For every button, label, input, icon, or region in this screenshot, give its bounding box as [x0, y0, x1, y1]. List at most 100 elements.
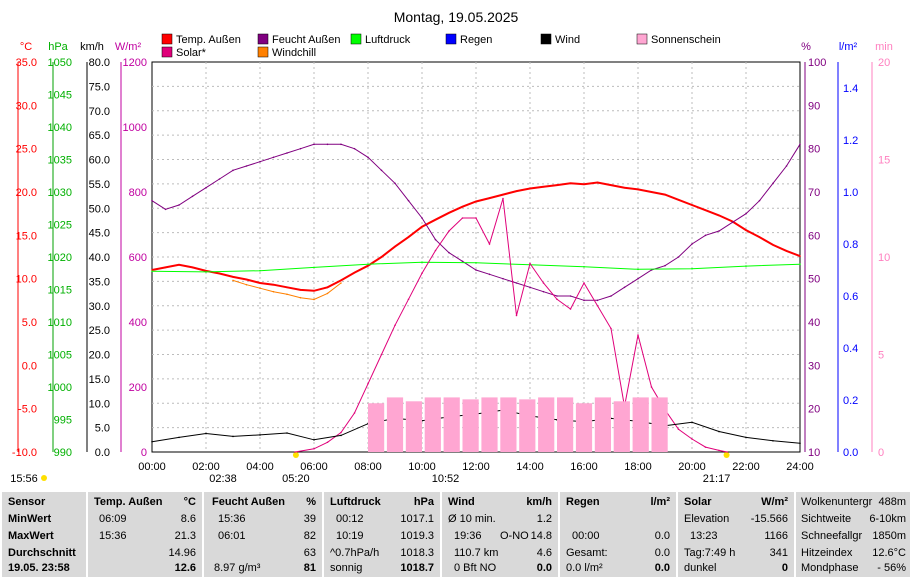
data-point [623, 286, 626, 289]
data-point [488, 243, 491, 245]
data-point [259, 160, 261, 163]
data-point [232, 435, 234, 438]
tick-humidity: 50 [808, 274, 820, 286]
rain-current-value: 0.0 [654, 562, 670, 574]
tick-temp: 25.0 [16, 144, 37, 156]
tick-humidity: 60 [808, 230, 820, 242]
heat-index-label: Hitzeindex [801, 547, 853, 559]
tick-sun: 5 [878, 350, 884, 362]
data-point [610, 184, 612, 186]
data-point [272, 283, 275, 286]
legend-label: Wind [555, 34, 580, 46]
data-point [556, 295, 558, 297]
solar-elevation-label: Elevation [684, 513, 730, 525]
tick-rain: 0.2 [843, 395, 858, 407]
sunshine-bar [424, 397, 441, 452]
humidity-min-time: 15:36 [218, 513, 246, 525]
tick-solar: 800 [129, 187, 147, 199]
data-point [326, 143, 329, 146]
tick-wind: 0.0 [95, 447, 110, 459]
tick-time: 24:00 [786, 461, 814, 473]
tick-humidity: 90 [808, 100, 820, 112]
row-label-max: MaxWert [8, 530, 54, 542]
data-point [596, 181, 599, 184]
data-point [677, 256, 680, 258]
data-point [353, 147, 356, 150]
data-point [704, 234, 707, 237]
data-point [407, 298, 410, 301]
data-point [367, 264, 369, 267]
sunshine-bar [538, 397, 555, 452]
sunshine-bar [500, 397, 517, 452]
pressure-header: Luftdruck [330, 496, 381, 508]
moonset-time: 10:52 [432, 473, 460, 485]
wind-unit: km/h [526, 496, 552, 508]
tick-pressure: 1025 [48, 220, 72, 232]
extra-column: Wolkenuntergr 488m Sichtweite 6-10km Schne… [796, 492, 910, 577]
data-point [286, 293, 288, 296]
wind-max-time: 19:36 [454, 530, 482, 542]
data-point [272, 156, 275, 159]
tick-wind: 10.0 [89, 398, 110, 410]
data-point [704, 446, 707, 448]
tick-humidity: 100 [808, 57, 826, 69]
tick-time: 06:00 [300, 461, 328, 473]
tick-rain: 0.6 [843, 291, 858, 303]
moon-left-time: 15:56 [10, 473, 38, 485]
data-point [799, 442, 801, 445]
tick-time: 08:00 [354, 461, 382, 473]
sunshine-bar [557, 397, 574, 452]
humidity-max-time: 06:01 [218, 530, 246, 542]
data-point [718, 449, 720, 452]
data-point [421, 217, 423, 219]
data-point [691, 421, 693, 424]
data-point [151, 440, 153, 443]
visibility-label: Sichtweite [801, 513, 852, 525]
data-point [259, 287, 261, 290]
data-point [340, 434, 342, 437]
sunset-icon [723, 452, 730, 458]
data-point [245, 165, 248, 167]
data-point [394, 182, 396, 185]
humidity-min-value: 39 [303, 513, 316, 525]
data-point [294, 451, 296, 453]
visibility-value: 6-10km [869, 513, 906, 525]
rain-total-label: Gesamt: [566, 547, 608, 559]
tick-pressure: 1000 [48, 382, 72, 394]
data-point [340, 279, 342, 282]
axis-unit-sun: min [875, 41, 893, 53]
data-point [745, 229, 747, 231]
data-point [772, 244, 774, 246]
data-point [313, 266, 315, 269]
sunshine-bar [632, 397, 649, 452]
wind-current-value: 0.0 [536, 562, 552, 574]
data-point [745, 265, 747, 267]
tick-pressure: 1005 [48, 350, 72, 362]
tick-humidity: 40 [808, 317, 820, 329]
data-point [232, 279, 234, 282]
data-point [461, 260, 464, 263]
data-point [178, 264, 180, 266]
data-point [664, 264, 666, 267]
data-point [758, 236, 761, 238]
temp-max-value: 21.3 [174, 530, 196, 542]
data-point [650, 386, 653, 388]
data-point [515, 282, 518, 284]
data-point [637, 334, 639, 336]
data-point [488, 197, 491, 199]
data-point [799, 143, 801, 146]
data-point [394, 245, 396, 248]
data-point [772, 439, 774, 442]
rain-column: Regen l/m² 00:00 0.0 Gesamt: 0.0 0.0 l/m² 0.… [560, 492, 676, 577]
solar-state: dunkel [684, 562, 717, 574]
data-point [731, 221, 734, 224]
rain-max-value: 0.0 [654, 530, 670, 542]
rain-unit: l/m² [650, 496, 670, 508]
data-point [542, 282, 545, 284]
legend-label: Temp. Außen [176, 34, 241, 46]
data-point [232, 169, 234, 172]
pressure-forecast: sonnig [330, 562, 363, 574]
tick-pressure: 990 [54, 447, 72, 459]
solar-current-value: 0 [781, 562, 788, 574]
tick-sun: 10 [878, 252, 890, 264]
